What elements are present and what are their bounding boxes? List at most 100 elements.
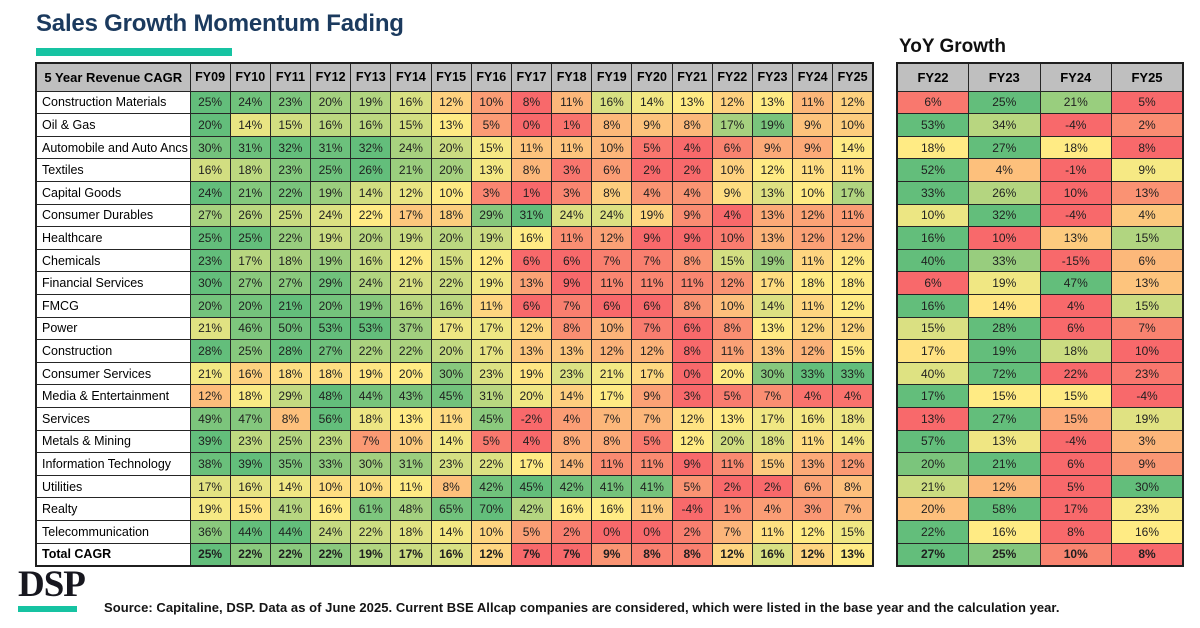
heatmap-cell: 9% [1111,158,1184,182]
table-row: Oil & Gas 20% 14% 15% 16% 16% 15% 13% 5% 0% 1% 8% 9%… [35,113,874,137]
column-header-fy20: FY20 [631,62,673,92]
heatmap-cell: 13% [711,407,753,431]
table-row: 21% 12% 5% 30% [896,474,1184,499]
heatmap-cell: 27% [229,271,271,295]
heatmap-cell: 11% [711,339,753,363]
dsp-logo: DSP [18,565,86,612]
heatmap-cell: 32% [350,135,392,160]
sector-label: Construction Materials [35,90,191,115]
heatmap-cell: 15% [832,339,874,363]
heatmap-cell: 30% [189,271,231,295]
heatmap-cell: 20% [711,361,753,386]
heatmap-cell: 39% [229,452,271,476]
heatmap-cell: 15% [896,316,969,341]
heatmap-cell: 11% [510,135,553,160]
column-header-fy24: FY24 [792,62,834,92]
heatmap-cell: 70% [470,497,512,522]
heatmap-cell: 72% [968,361,1041,386]
heatmap-cell: 22% [269,226,312,250]
heatmap-cell: 12% [832,226,874,250]
sector-label: Total CAGR [35,542,191,567]
heatmap-cell: 19% [470,271,512,295]
sector-label: Utilities [35,474,191,499]
heatmap-cell: 17% [229,248,271,273]
heatmap-cell: 17% [896,384,969,409]
heatmap-cell: 20% [430,158,472,182]
heatmap-cell: 11% [551,135,593,160]
heatmap-cell: 11% [792,158,834,182]
heatmap-cell: 11% [792,90,834,115]
heatmap-cell: 11% [390,474,432,499]
heatmap-cell: 18% [390,520,432,544]
heatmap-cell: 33% [968,248,1041,273]
heatmap-cell: 0% [631,520,673,544]
heatmap-cell: 22% [350,520,392,544]
heatmap-cell: 21% [189,316,231,341]
heatmap-cell: -2% [510,407,553,431]
heatmap-cell: 9% [1111,452,1184,476]
heatmap-cell: 37% [390,316,432,341]
heatmap-cell: 13% [390,407,432,431]
heatmap-cell: 31% [390,452,432,476]
heatmap-cell: 12% [792,339,834,363]
heatmap-cell: 34% [968,113,1041,137]
heatmap-cell: 9% [711,180,753,205]
heatmap-cell: 13% [751,203,794,228]
sector-label: Financial Services [35,271,191,295]
heatmap-cell: 19% [390,226,432,250]
heatmap-cell: 44% [269,520,312,544]
heatmap-cell: 7% [751,384,794,409]
heatmap-cell: 4% [1111,203,1184,228]
heatmap-cell: 11% [832,203,874,228]
heatmap-cell: 7% [832,497,874,522]
heatmap-cell: 12% [390,180,432,205]
heatmap-cell: -4% [671,497,713,522]
heatmap-cell: 24% [591,203,633,228]
heatmap-cell: 20% [430,339,472,363]
heatmap-cell: 15% [390,113,432,137]
heatmap-cell: 25% [968,90,1041,115]
table-row: 6% 25% 21% 5% [896,90,1184,115]
heatmap-cell: 11% [832,158,874,182]
heatmap-cell: 18% [751,429,794,454]
heatmap-cell: 13% [510,271,553,295]
table-row: 53% 34% -4% 2% [896,113,1184,137]
heatmap-cell: 33% [792,361,834,386]
heatmap-cell: 14% [350,180,392,205]
sector-label: Automobile and Auto Ancs [35,135,191,160]
heatmap-cell: 10% [1039,180,1112,205]
heatmap-cell: 1% [711,497,753,522]
heatmap-cell: 9% [631,384,673,409]
heatmap-cell: 5% [510,520,553,544]
heatmap-cell: 15% [968,384,1041,409]
heatmap-cell: 33% [896,180,969,205]
heatmap-cell: 45% [430,384,472,409]
sector-label: Consumer Services [35,361,191,386]
heatmap-cell: 19% [350,361,392,386]
heatmap-cell: 27% [896,542,969,567]
heatmap-cell: 11% [631,452,673,476]
heatmap-cell: 17% [591,384,633,409]
heatmap-cell: 21% [189,361,231,386]
heatmap-cell: 10% [832,113,874,137]
heatmap-cell: 3% [671,384,713,409]
table-row: 22% 16% 8% 16% [896,520,1184,544]
heatmap-cell: 12% [711,271,753,295]
heatmap-cell: 19% [968,271,1041,295]
sector-label: Textiles [35,158,191,182]
heatmap-cell: 27% [189,203,231,228]
heatmap-cell: 16% [390,90,432,115]
heatmap-cell: 25% [229,226,271,250]
source-note: Source: Capitaline, DSP. Data as of June… [104,600,1060,615]
heatmap-cell: 5% [711,384,753,409]
heatmap-cell: 18% [1039,135,1112,160]
heatmap-cell: 12% [671,407,713,431]
heatmap-cell: 11% [591,452,633,476]
heatmap-cell: 11% [551,90,593,115]
heatmap-cell: 11% [792,248,834,273]
heatmap-cell: 12% [792,520,834,544]
heatmap-cell: 16% [551,497,593,522]
heatmap-cell: 50% [269,316,312,341]
heatmap-cell: 18% [269,248,312,273]
